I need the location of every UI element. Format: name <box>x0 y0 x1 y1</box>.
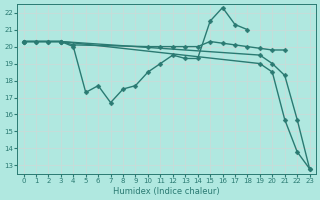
X-axis label: Humidex (Indice chaleur): Humidex (Indice chaleur) <box>113 187 220 196</box>
